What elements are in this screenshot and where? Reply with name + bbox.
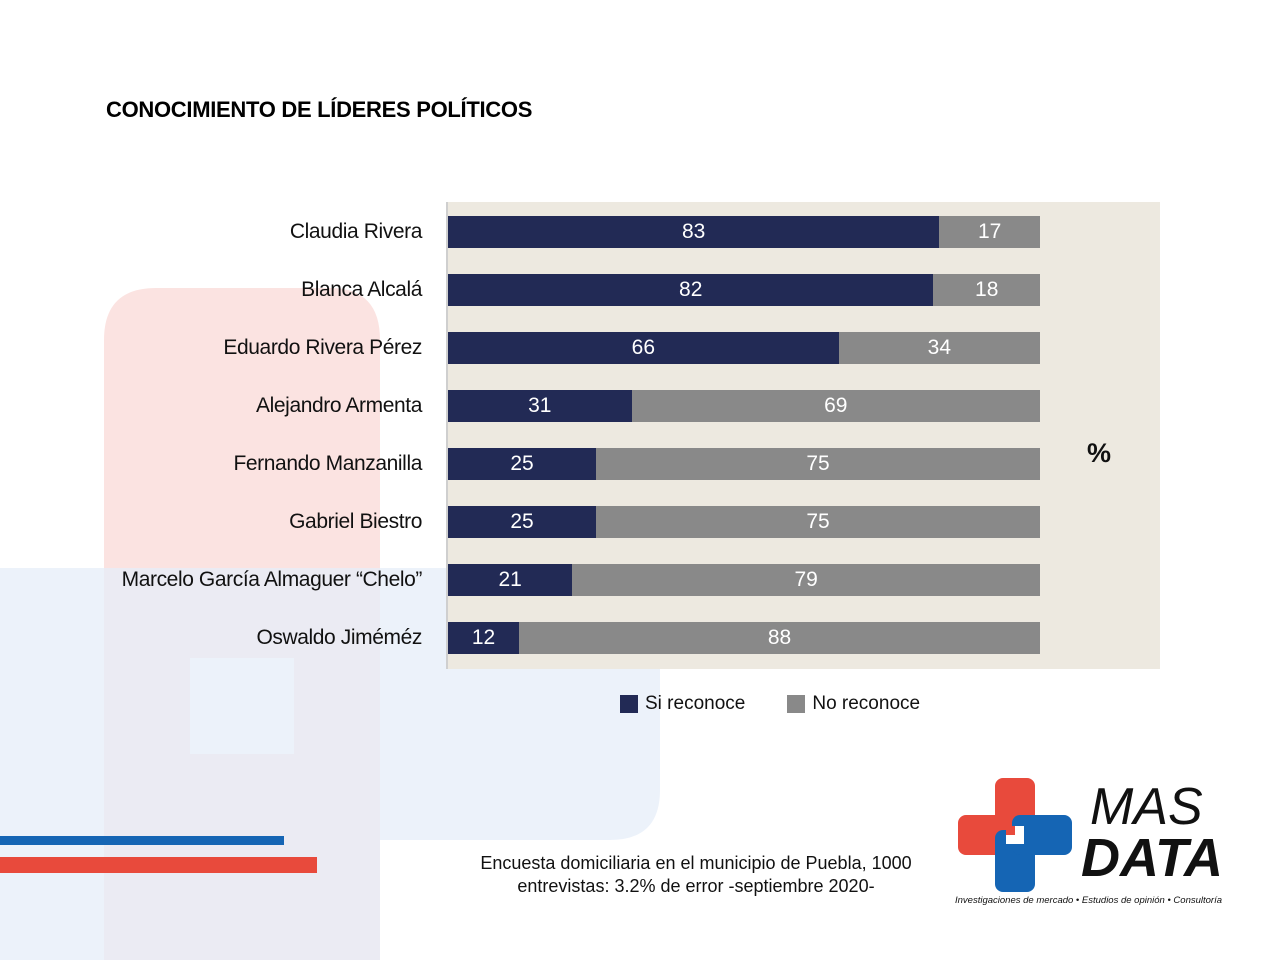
- legend-label-no: No reconoce: [812, 693, 921, 714]
- legend-label-yes: Si reconoce: [645, 693, 746, 714]
- data-label: 17: [977, 220, 1002, 243]
- category-label: Blanca Alcalá: [301, 278, 422, 301]
- footnote-line-1: Encuesta domiciliaria en el municipio de…: [480, 853, 912, 873]
- bar-segment-yes: 82: [448, 274, 934, 306]
- data-label: 34: [927, 336, 952, 359]
- bar-segment-no: 34: [838, 332, 1040, 364]
- bar-segment-yes: 83: [448, 216, 940, 248]
- bar-segment-no: 17: [939, 216, 1040, 248]
- chart-title: CONOCIMIENTO DE LÍDERES POLÍTICOS: [106, 97, 533, 122]
- bar-segment-yes: 31: [448, 390, 632, 422]
- legend-item-no: No reconoce: [787, 693, 920, 715]
- bar-segment-yes: 25: [448, 448, 596, 480]
- data-label: 88: [767, 626, 792, 649]
- category-label: Gabriel Biestro: [289, 510, 422, 533]
- bar-segment-no: 75: [596, 448, 1040, 480]
- survey-footnote: Encuesta domiciliaria en el municipio de…: [400, 852, 992, 898]
- legend-swatch-no: [787, 695, 806, 713]
- masdata-cross-icon: [958, 778, 1072, 892]
- data-label: 31: [528, 394, 552, 417]
- chart-plot-area: [446, 202, 1160, 669]
- logo-word-mas: MAS: [1090, 778, 1203, 836]
- data-label: 75: [806, 452, 830, 475]
- data-label: 25: [510, 452, 534, 475]
- bar-segment-yes: 21: [448, 564, 573, 596]
- legend-item-yes: Si reconoce: [620, 693, 745, 715]
- category-label: Claudia Rivera: [289, 220, 423, 243]
- logo-tagline: Investigaciones de mercado • Estudios de…: [955, 895, 1223, 906]
- bar-segment-yes: 12: [448, 622, 520, 654]
- chart-legend: Si reconoce No reconoce: [620, 693, 920, 715]
- bar-segment-no: 75: [596, 506, 1040, 538]
- data-label: 12: [471, 626, 496, 649]
- category-label: Marcelo García Almaguer “Chelo”: [121, 568, 423, 591]
- bar-segment-no: 18: [933, 274, 1040, 306]
- data-label: 79: [794, 568, 818, 591]
- data-label: 25: [510, 510, 534, 533]
- category-label: Eduardo Rivera Pérez: [223, 336, 422, 359]
- bar-segment-yes: 66: [448, 332, 839, 364]
- data-label: 82: [679, 278, 703, 301]
- data-label: 75: [806, 510, 830, 533]
- data-label: 21: [498, 568, 522, 591]
- legend-swatch-yes: [620, 695, 638, 713]
- data-label: 83: [682, 220, 706, 243]
- bar-segment-no: 79: [572, 564, 1040, 596]
- data-label: 18: [975, 278, 999, 301]
- y-axis-line: [446, 202, 448, 669]
- logo-word-data: DATA: [1081, 828, 1223, 888]
- category-label: Fernando Manzanilla: [233, 452, 422, 475]
- category-label: Oswaldo Jiméméz: [256, 626, 422, 649]
- data-label: 69: [824, 394, 848, 417]
- bar-segment-no: 69: [631, 390, 1040, 422]
- bar-segment-yes: 25: [448, 506, 596, 538]
- category-label: Alejandro Armenta: [256, 394, 422, 417]
- masdata-logo: MAS DATA Investigaciones de mercado • Es…: [955, 775, 1240, 910]
- unit-symbol: %: [1087, 438, 1112, 468]
- bar-segment-no: 88: [519, 622, 1040, 654]
- footnote-line-2: entrevistas: 3.2% de error -septiembre 2…: [517, 876, 875, 896]
- data-label: 66: [631, 336, 656, 359]
